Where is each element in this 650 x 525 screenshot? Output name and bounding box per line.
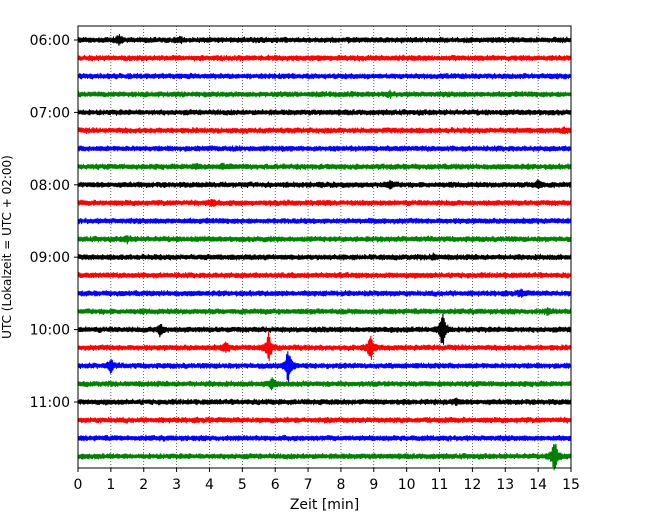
x-tick-label: 2	[139, 477, 148, 493]
trace-line-0800	[77, 178, 572, 190]
trace-line-1115	[77, 416, 572, 424]
trace-line-0915	[77, 271, 572, 279]
x-axis-label: Zeit [min]	[290, 497, 359, 513]
trace-line-1045	[77, 377, 572, 391]
plot-frame	[77, 25, 572, 469]
trace-line-1000	[77, 313, 572, 345]
trace-line-1100	[77, 397, 572, 407]
x-tick-label: 8	[336, 477, 345, 493]
y-axis-ticks: 06:00 07:00 08:00 09:00 10:00 11:00	[30, 33, 78, 411]
trace-line-0715	[77, 126, 572, 135]
x-axis-ticks: 0 1 2 3 4 5 6 7 8 9 10 11 12 13 14 15	[74, 468, 580, 493]
trace-line-0745	[77, 162, 572, 171]
trace-line-0730	[77, 145, 572, 153]
y-tick-label: 06:00	[30, 33, 70, 49]
y-tick-label: 11:00	[30, 395, 70, 411]
x-tick-label: 9	[369, 477, 378, 493]
x-tick-label: 13	[496, 477, 514, 493]
x-tick-label: 6	[271, 477, 280, 493]
trace-line-0700	[77, 108, 572, 116]
trace-line-0900	[77, 252, 572, 261]
trace-line-0945	[77, 307, 572, 316]
y-axis-label: UTC (Lokalzeit = UTC + 02:00)	[0, 155, 14, 339]
x-tick-label: 10	[398, 477, 416, 493]
x-tick-label: 4	[205, 477, 214, 493]
trace-line-0830	[77, 217, 572, 225]
trace-line-0845	[77, 235, 572, 245]
trace-line-0645	[77, 89, 572, 100]
y-tick-label: 09:00	[30, 250, 70, 266]
trace-line-0615	[77, 54, 572, 62]
trace-line-1130	[77, 434, 572, 442]
trace-lines	[77, 34, 572, 471]
trace-line-1145	[77, 443, 572, 471]
x-tick-label: 0	[74, 477, 83, 493]
x-tick-label: 3	[172, 477, 181, 493]
trace-line-0600	[77, 34, 572, 46]
x-tick-label: 7	[304, 477, 313, 493]
trace-line-1015	[77, 331, 572, 362]
trace-line-1030	[77, 351, 572, 386]
trace-line-0930	[77, 288, 572, 299]
x-tick-label: 12	[463, 477, 481, 493]
trace-line-0630	[77, 72, 572, 80]
x-tick-label: 5	[238, 477, 247, 493]
x-tick-label: 14	[529, 477, 547, 493]
y-tick-label: 10:00	[30, 323, 70, 339]
x-tick-label: 11	[431, 477, 449, 493]
trace-line-0815	[77, 198, 572, 208]
y-tick-label: 08:00	[30, 178, 70, 194]
y-tick-label: 07:00	[30, 105, 70, 121]
x-tick-label: 1	[106, 477, 115, 493]
x-tick-label: 15	[562, 477, 580, 493]
